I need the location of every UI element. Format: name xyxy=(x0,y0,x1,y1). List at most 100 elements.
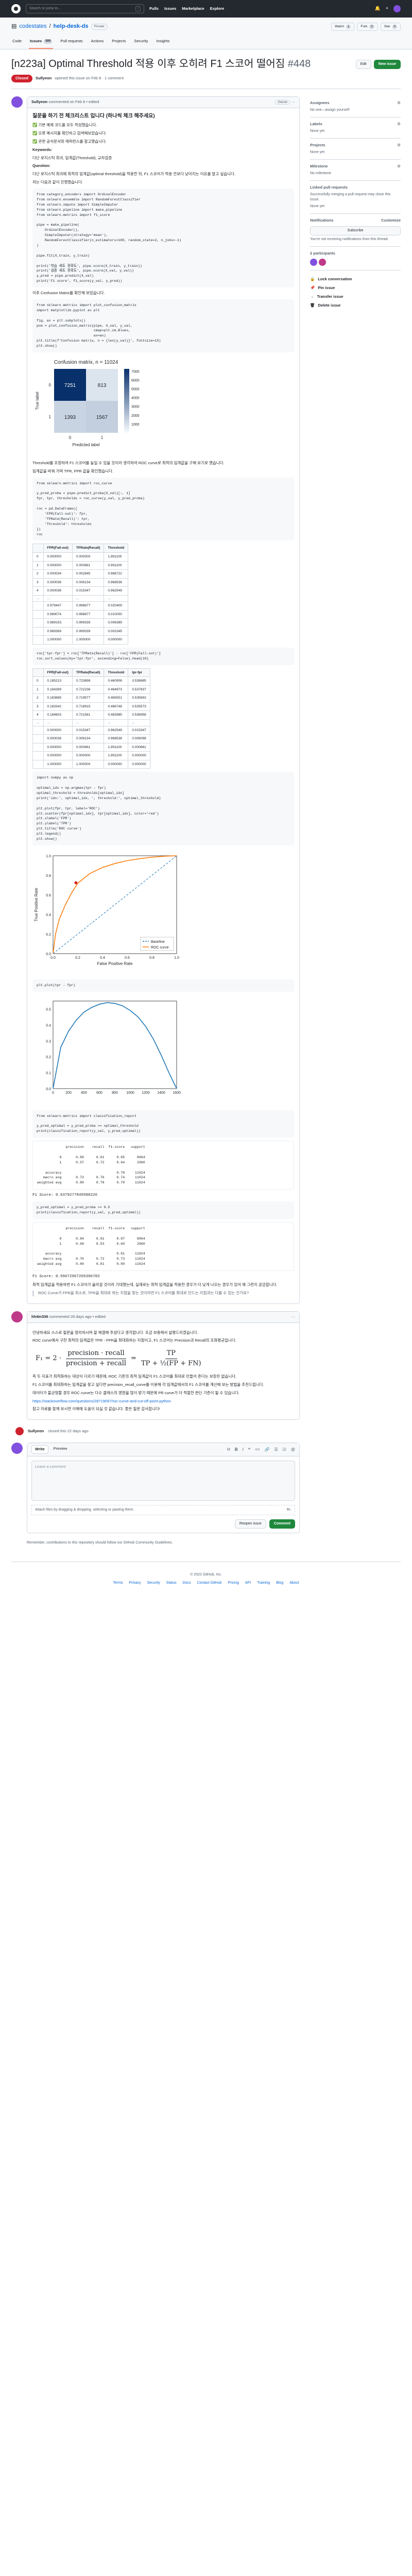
table-index-cell xyxy=(32,742,44,752)
footer-link-privacy[interactable]: Privacy xyxy=(129,1581,141,1585)
gear-icon[interactable]: ⚙ xyxy=(397,142,401,147)
tab-pull-requests[interactable]: Pull requests xyxy=(59,36,83,49)
sidebar-action-lock-conversation[interactable]: 🔒 Lock conversation xyxy=(310,277,401,282)
tab-projects[interactable]: Projects xyxy=(111,36,127,49)
checklist: ✅ 기본 예제 코드를 모두 작성했습니다. ✅ 오류 메시지를 확인하고 검색해… xyxy=(32,123,294,145)
y-tick-label: 0.3 xyxy=(46,1040,51,1043)
link-icon[interactable]: 🔗 xyxy=(264,1447,270,1452)
user-avatar[interactable] xyxy=(393,5,401,12)
assignees-label[interactable]: Assignees xyxy=(310,100,330,105)
author-avatar[interactable] xyxy=(11,96,23,108)
issue-state-badge: Closed xyxy=(11,74,33,82)
code-icon[interactable]: <> xyxy=(255,1447,260,1452)
global-header: Search or jump to... / Pulls Issues Market… xyxy=(0,0,412,18)
fork-button[interactable]: Fork 0 xyxy=(357,23,378,31)
gear-icon[interactable]: ⚙ xyxy=(397,163,401,168)
tab-code[interactable]: Code xyxy=(11,36,23,49)
tab-label: Issues xyxy=(29,38,42,43)
star-button[interactable]: Star 0 xyxy=(380,23,401,31)
mention-icon[interactable]: @ xyxy=(290,1447,295,1452)
plus-icon[interactable]: + xyxy=(385,6,388,11)
quote-icon[interactable]: ❝ xyxy=(248,1447,251,1452)
participant-avatar[interactable] xyxy=(319,259,326,266)
gear-icon[interactable]: ⚙ xyxy=(397,100,401,105)
table-cell: 0.535692 xyxy=(128,693,150,703)
kebab-menu-icon[interactable]: ··· xyxy=(291,1314,296,1319)
gear-icon[interactable]: ⚙ xyxy=(397,121,401,126)
heading-icon[interactable]: H xyxy=(227,1447,230,1452)
x-tick-label: 1 xyxy=(101,435,104,440)
footer-link-about[interactable]: About xyxy=(289,1581,299,1585)
tab-issues[interactable]: Issues 500 xyxy=(28,36,54,49)
threshold-intro-text: 임계값을 바꿔 가며 TPR, FPR 값을 확인했습니다. xyxy=(32,468,114,473)
user-avatar[interactable] xyxy=(11,1443,23,1454)
formula-numerator: precision · recall xyxy=(66,1349,126,1360)
attach-files-area[interactable]: Attach files by dragging & dropping, sel… xyxy=(31,1505,295,1516)
table-cell: 0.968538 xyxy=(104,734,129,743)
subscribe-button[interactable]: Subscribe xyxy=(310,226,401,236)
customize-link[interactable]: Customize xyxy=(381,218,401,223)
table-cell: 0.000661 xyxy=(72,742,105,752)
footer-link-security[interactable]: Security xyxy=(147,1581,160,1585)
repo-tabs: Code Issues 500 Pull requests Actions Project… xyxy=(11,36,401,49)
sidebar-action-delete-issue[interactable]: 🗑 Delete issue xyxy=(310,303,401,309)
footer-link-status[interactable]: Status xyxy=(166,1581,177,1585)
labels-label[interactable]: Labels xyxy=(310,121,322,126)
comment-author-link[interactable]: Sullyeon xyxy=(31,99,48,104)
list-icon[interactable]: ☰ xyxy=(274,1447,278,1452)
search-input[interactable]: Search or jump to... / xyxy=(26,4,144,13)
tab-insights[interactable]: Insights xyxy=(155,36,170,49)
footer-link-pricing[interactable]: Pricing xyxy=(228,1581,239,1585)
kebab-menu-icon[interactable]: ··· xyxy=(291,99,296,104)
visibility-badge: Private xyxy=(91,24,108,30)
footer-link-api[interactable]: API xyxy=(245,1581,251,1585)
sidebar-action-transfer-issue[interactable]: → Transfer issue xyxy=(310,294,401,300)
tab-write[interactable]: Write xyxy=(31,1445,48,1454)
comment-time[interactable]: commented 28 days ago • edited xyxy=(49,1314,106,1319)
tab-label: Insights xyxy=(156,38,170,43)
italic-icon[interactable]: I xyxy=(242,1447,244,1452)
table-header-cell: Threshold xyxy=(104,668,129,677)
new-issue-button[interactable]: New issue xyxy=(373,59,401,69)
issue-author-link[interactable]: Sullyeon xyxy=(36,75,52,80)
comment-textarea[interactable]: Leave a comment xyxy=(31,1461,295,1501)
participant-avatar[interactable] xyxy=(310,259,317,266)
commenter-avatar[interactable] xyxy=(11,1311,23,1323)
table-cell: 0.000036 xyxy=(43,586,73,596)
nav-pulls[interactable]: Pulls xyxy=(149,6,159,11)
task-list-icon[interactable]: ☑ xyxy=(282,1447,286,1452)
tab-actions[interactable]: Actions xyxy=(90,36,105,49)
comment-button[interactable]: Comment xyxy=(269,1519,295,1529)
tab-preview[interactable]: Preview xyxy=(53,1446,67,1451)
nav-marketplace[interactable]: Marketplace xyxy=(182,6,204,11)
milestone-label[interactable]: Milestone xyxy=(310,163,328,168)
nav-explore[interactable]: Explore xyxy=(210,6,225,11)
repo-owner-link[interactable]: codestates xyxy=(19,23,47,29)
footer-link-contact-github[interactable]: Contact GitHub xyxy=(197,1581,222,1585)
bell-icon[interactable]: 🔔 xyxy=(374,6,381,11)
repo-name-link[interactable]: help-desk-ds xyxy=(53,23,89,29)
tab-security[interactable]: Security xyxy=(133,36,149,49)
y-axis-label: True Positive Rate xyxy=(34,888,39,922)
x-tick-label: 800 xyxy=(112,1091,118,1095)
watch-button[interactable]: Watch 1 xyxy=(331,23,355,31)
footer-link-training[interactable]: Training xyxy=(257,1581,270,1585)
comment-author-link[interactable]: hh4in336 xyxy=(31,1314,48,1319)
footer-link-blog[interactable]: Blog xyxy=(276,1581,284,1585)
nav-issues[interactable]: Issues xyxy=(164,6,177,11)
comment-time[interactable]: commented on Feb 8 • edited xyxy=(48,99,99,104)
footer-link-terms[interactable]: Terms xyxy=(113,1581,123,1585)
event-actor[interactable]: Sullyeon xyxy=(28,1428,44,1433)
github-logo-icon[interactable] xyxy=(11,4,21,13)
table-index-cell: 3 xyxy=(32,578,44,587)
projects-label[interactable]: Projects xyxy=(310,142,325,147)
assignees-value[interactable]: No one—assign yourself xyxy=(310,108,350,112)
edit-button[interactable]: Edit xyxy=(355,59,371,69)
reference-link[interactable]: https://stackoverflow.com/questions/2871… xyxy=(32,1398,171,1403)
reopen-issue-button[interactable]: Reopen issue xyxy=(234,1519,266,1529)
bold-icon[interactable]: B xyxy=(234,1447,238,1452)
y-tick-label: 0 xyxy=(49,383,52,387)
sidebar-action-pin-issue[interactable]: 📌 Pin issue xyxy=(310,285,401,291)
footer-link-docs[interactable]: Docs xyxy=(182,1581,191,1585)
table-cell: 0.000000 xyxy=(128,759,150,769)
